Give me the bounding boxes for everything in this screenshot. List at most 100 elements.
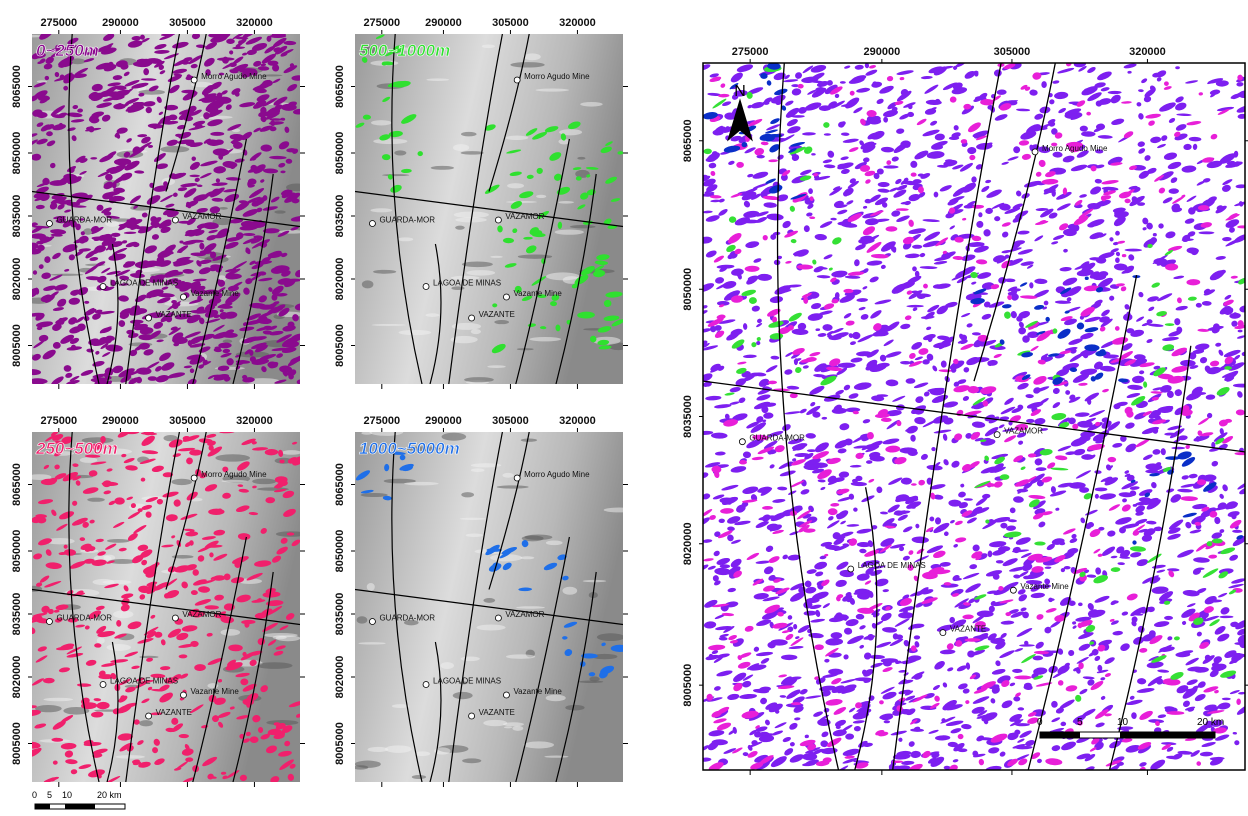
x-tick-label: 275000 <box>363 415 400 427</box>
place-label: GUARDA-MOR <box>379 216 435 225</box>
anomaly <box>1199 231 1215 234</box>
scale-label: 0 <box>1037 717 1043 728</box>
anomaly <box>1238 330 1243 333</box>
y-tick-label: 8020000 <box>11 258 23 301</box>
relief <box>221 629 241 636</box>
town-marker <box>146 713 152 719</box>
depth-label: 250~500m <box>35 439 118 458</box>
relief <box>87 498 104 502</box>
place-label: Vazante Mine <box>513 687 562 696</box>
relief <box>517 348 534 350</box>
place-label: LAGOA DE MINAS <box>433 677 501 686</box>
anomaly <box>781 655 797 661</box>
y-tick-label: 8065000 <box>11 463 23 506</box>
town-marker <box>423 682 429 688</box>
relief <box>385 745 412 753</box>
town-marker <box>514 77 520 83</box>
y-tick-label: 8065000 <box>334 463 346 506</box>
map-content: Morro Agudo MineVazante MineVAZANTEGUARD… <box>353 428 635 782</box>
scale-segment <box>1040 732 1080 738</box>
anomaly <box>1041 81 1047 88</box>
anomaly <box>814 644 823 650</box>
relief <box>482 44 495 48</box>
relief <box>471 468 485 472</box>
relief <box>536 89 570 92</box>
place-label: VAZANTE <box>156 310 192 319</box>
x-tick-label: 320000 <box>559 17 596 29</box>
map-panel: 2750002900003050003200008065000805000080… <box>11 17 309 389</box>
place-label: VAZANTE <box>156 708 192 717</box>
scale-label: 20 km <box>1197 717 1224 728</box>
scale-segment <box>65 804 95 809</box>
relief <box>461 132 477 137</box>
town-marker <box>146 315 152 321</box>
relief <box>558 201 574 204</box>
relief <box>382 174 409 176</box>
relief <box>282 450 302 455</box>
relief <box>97 637 105 644</box>
x-tick-label: 305000 <box>169 415 206 427</box>
relief <box>524 741 555 748</box>
y-tick-label: 8035000 <box>334 195 346 238</box>
relief <box>562 587 577 595</box>
anomaly <box>884 720 890 723</box>
relief <box>570 225 596 228</box>
map-panel: 2750002900003050003200008065000805000080… <box>334 17 628 389</box>
anomaly <box>1222 698 1231 701</box>
relief <box>604 508 635 513</box>
anomaly <box>878 182 890 187</box>
y-tick-label: 8065000 <box>334 65 346 108</box>
place-label: LAGOA DE MINAS <box>433 279 501 288</box>
anomaly <box>363 115 371 120</box>
relief <box>483 720 507 726</box>
place-label: VAZAMOR <box>182 610 221 619</box>
x-tick-label: 320000 <box>236 415 273 427</box>
anomaly <box>763 235 768 240</box>
place-label: GUARDA-MOR <box>749 434 805 443</box>
relief <box>394 150 406 155</box>
relief <box>372 324 406 326</box>
relief <box>518 254 552 258</box>
y-tick-label: 8005000 <box>682 664 694 707</box>
place-label: VAZANTE <box>950 625 986 634</box>
map-content: Morro Agudo MineVazante MineVAZANTEGUARD… <box>696 60 1248 777</box>
relief <box>453 144 469 151</box>
town-marker <box>172 217 178 223</box>
map-panel: 2750002900003050003200008065000805000080… <box>11 415 306 787</box>
anomaly <box>756 155 764 158</box>
anomaly <box>912 245 922 249</box>
relief <box>357 616 368 623</box>
scale-segment <box>35 804 50 809</box>
anomaly <box>1078 602 1083 606</box>
map-content: Morro Agudo MineVazante MineVAZANTEGUARD… <box>355 34 628 385</box>
anomaly <box>1080 126 1088 132</box>
relief <box>431 166 454 170</box>
place-label: Vazante Mine <box>190 289 239 298</box>
relief <box>414 751 430 756</box>
relief <box>215 454 250 461</box>
y-tick-label: 8020000 <box>11 656 23 699</box>
relief <box>546 540 563 545</box>
y-tick-label: 8035000 <box>11 593 23 636</box>
relief <box>529 337 561 341</box>
place-label: GUARDA-MOR <box>56 614 112 623</box>
anomaly <box>831 632 843 639</box>
relief <box>461 492 474 497</box>
x-tick-label: 305000 <box>994 46 1031 58</box>
place-label: Morro Agudo Mine <box>1042 144 1108 153</box>
x-tick-label: 290000 <box>425 415 462 427</box>
depth-label: 0~250m <box>36 41 99 60</box>
y-tick-label: 8005000 <box>334 722 346 765</box>
town-marker <box>848 566 854 572</box>
town-marker <box>495 615 501 621</box>
relief <box>494 320 509 324</box>
relief <box>555 230 584 235</box>
figure: 275000 290000 305000 320000 8065000 8050000 80… <box>0 0 1248 816</box>
y-tick-label: 8050000 <box>11 530 23 573</box>
relief <box>257 662 293 669</box>
x-tick-label: 275000 <box>40 415 77 427</box>
relief <box>160 146 189 153</box>
relief <box>471 329 481 334</box>
relief <box>355 761 381 768</box>
town-marker <box>994 432 1000 438</box>
